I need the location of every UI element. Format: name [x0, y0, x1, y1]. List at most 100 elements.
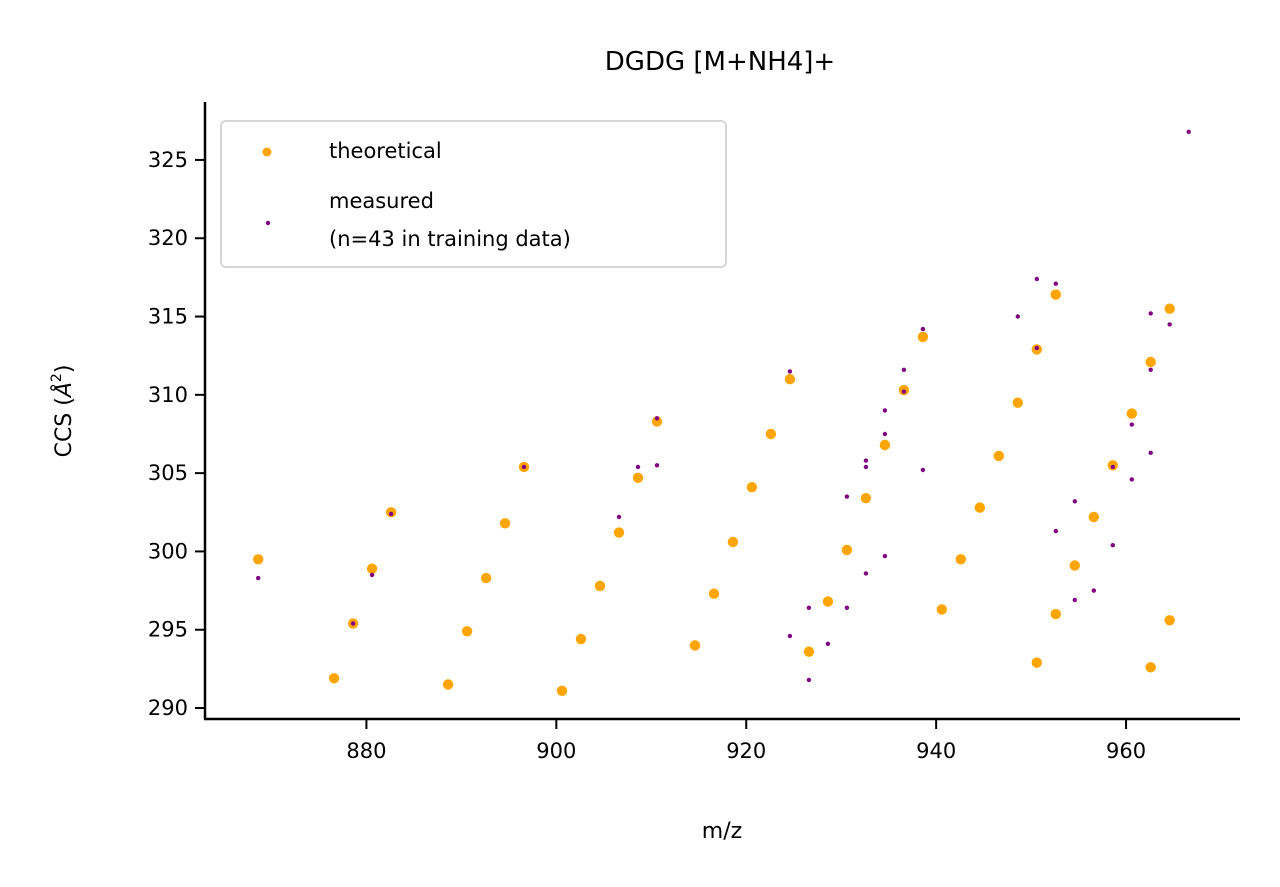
measured-point-3	[388, 511, 394, 517]
series-theoretical	[253, 289, 1175, 696]
theoretical-point-35	[1050, 289, 1062, 300]
y-axis-label: CCS (Å2)	[49, 365, 77, 458]
theoretical-point-21	[784, 374, 796, 385]
measured-point-33	[1091, 588, 1097, 593]
measured-point-12	[806, 677, 812, 683]
measured-point-38	[1148, 311, 1153, 316]
measured-point-5	[616, 514, 622, 520]
theoretical-point-37	[1050, 608, 1062, 620]
x-tick-label-960: 960	[1106, 739, 1146, 763]
theoretical-point-12	[594, 580, 606, 592]
measured-point-35	[1110, 543, 1116, 548]
measured-point-11	[806, 605, 812, 610]
theoretical-point-20	[765, 428, 777, 440]
y-tick-label-300: 300	[148, 539, 188, 563]
theoretical-point-22	[803, 646, 815, 657]
theoretical-point-15	[651, 416, 663, 427]
y-axis-label-base: CCS (	[52, 397, 77, 457]
theoretical-point-6	[461, 626, 473, 637]
y-axis-label-superscript: 2	[49, 373, 65, 382]
theoretical-point-42	[1145, 356, 1156, 368]
measured-point-13	[825, 641, 831, 646]
x-tick-label-880: 880	[346, 739, 386, 763]
theoretical-point-10	[556, 685, 568, 696]
measured-point-21	[882, 553, 888, 559]
theoretical-point-31	[974, 502, 985, 513]
legend-label-measured-line-1: measured	[329, 189, 434, 213]
measured-point-28	[1034, 345, 1040, 351]
measured-point-31	[1072, 499, 1078, 504]
plot-area	[253, 129, 1191, 696]
y-tick-label-290: 290	[148, 696, 188, 720]
y-tick-label-310: 310	[148, 383, 188, 407]
theoretical-point-24	[841, 544, 853, 556]
measured-point-25	[920, 467, 926, 473]
theoretical-point-30	[955, 554, 966, 565]
y-axis-label-close: )	[52, 365, 77, 374]
measured-point-40	[1148, 450, 1153, 455]
measured-point-36	[1129, 422, 1135, 427]
measured-point-34	[1110, 464, 1116, 470]
measured-point-2	[369, 572, 375, 578]
measured-point-39	[1148, 367, 1153, 372]
measured-point-18	[863, 571, 869, 576]
theoretical-point-33	[1012, 397, 1023, 408]
measured-point-14	[844, 494, 850, 499]
measured-point-20	[882, 431, 888, 437]
measured-point-29	[1053, 281, 1059, 286]
theoretical-point-11	[575, 633, 587, 645]
x-axis-label: m/z	[702, 819, 742, 844]
theoretical-point-1	[328, 673, 340, 684]
theoretical-point-44	[1145, 662, 1156, 673]
y-tick-label-315: 315	[148, 305, 188, 329]
legend-box	[220, 120, 727, 268]
theoretical-point-17	[708, 588, 720, 599]
theoretical-point-25	[860, 493, 872, 504]
legend-label-measured: measured (n=43 in training data)	[329, 189, 571, 251]
measured-point-41	[1167, 322, 1172, 327]
theoretical-point-26	[879, 439, 891, 451]
theoretical-point-36	[1031, 657, 1043, 668]
legend-marker-theoretical	[262, 147, 272, 157]
y-tick-label-305: 305	[148, 461, 188, 485]
y-tick-label-295: 295	[148, 618, 188, 642]
measured-point-9	[787, 369, 793, 374]
theoretical-point-39	[1088, 511, 1100, 523]
theoretical-point-28	[917, 331, 929, 343]
measured-point-23	[901, 389, 907, 394]
legend-marker-measured	[265, 220, 271, 226]
measured-point-32	[1072, 597, 1078, 603]
measured-point-16	[863, 458, 869, 463]
measured-point-24	[920, 326, 926, 332]
theoretical-point-38	[1069, 560, 1081, 571]
measured-point-8	[654, 463, 660, 468]
theoretical-point-45	[1164, 615, 1175, 626]
measured-point-0	[256, 575, 261, 581]
measured-point-42	[1186, 129, 1191, 134]
measured-point-37	[1129, 477, 1135, 482]
theoretical-point-8	[499, 518, 511, 529]
y-axis-ticks: 290 295 300 305 310 315 320 325	[148, 148, 205, 720]
x-axis-ticks: 880 900 920 940 960	[346, 719, 1146, 763]
measured-point-1	[350, 621, 356, 626]
theoretical-point-16	[689, 640, 701, 651]
measured-point-6	[635, 464, 641, 470]
measured-point-4	[521, 464, 527, 470]
measured-point-15	[844, 605, 850, 610]
theoretical-point-13	[613, 527, 625, 538]
measured-point-7	[654, 416, 660, 421]
chart-title: DGDG [M+NH4]+	[605, 47, 835, 77]
legend-label-measured-line-2: (n=43 in training data)	[329, 227, 571, 251]
legend-label-theoretical: theoretical	[329, 139, 442, 163]
theoretical-point-32	[993, 450, 1004, 462]
measured-point-17	[863, 464, 869, 470]
measured-point-22	[901, 367, 907, 372]
y-axis-label-unit: Å	[50, 382, 77, 399]
theoretical-point-19	[746, 482, 758, 493]
legend: theoretical measured (n=43 in training d…	[220, 120, 727, 268]
series-measured	[256, 129, 1191, 683]
x-tick-label-940: 940	[916, 739, 956, 763]
theoretical-point-5	[442, 679, 454, 690]
theoretical-point-41	[1126, 408, 1138, 419]
